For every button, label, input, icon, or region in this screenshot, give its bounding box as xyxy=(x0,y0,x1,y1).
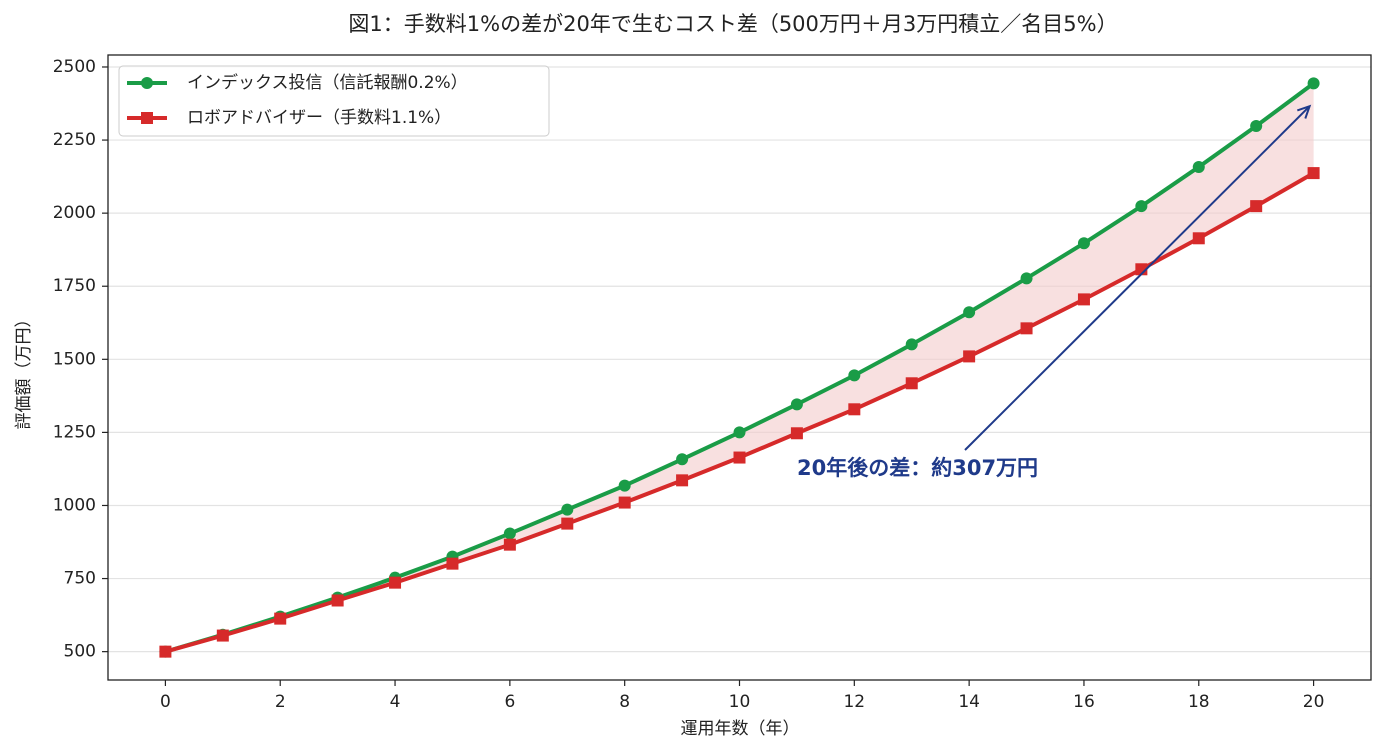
legend-label: インデックス投信（信託報酬0.2%） xyxy=(187,72,468,93)
y-tick-label: 2250 xyxy=(53,130,96,150)
y-tick-label: 750 xyxy=(64,569,96,589)
marker xyxy=(963,350,976,363)
marker xyxy=(618,479,631,492)
marker xyxy=(848,369,861,382)
annotation: 20年後の差：約307万円 xyxy=(797,456,1038,480)
marker xyxy=(1192,232,1205,245)
gap-area xyxy=(165,83,1314,652)
y-tick-label: 1750 xyxy=(53,276,96,296)
annotation-arrowhead xyxy=(1296,104,1312,119)
marker xyxy=(216,629,229,642)
marker xyxy=(676,453,689,466)
marker xyxy=(1077,237,1090,250)
marker xyxy=(561,517,574,530)
marker xyxy=(905,338,918,351)
plot-frame xyxy=(107,54,1372,681)
x-tick-label: 6 xyxy=(504,692,515,712)
marker xyxy=(848,403,861,416)
marker xyxy=(1250,120,1263,133)
y-tick-label: 1500 xyxy=(53,349,96,369)
marker xyxy=(1307,77,1320,90)
legend: インデックス投信（信託報酬0.2%） ロボアドバイザー（手数料1.1%） xyxy=(118,65,550,137)
marker xyxy=(733,426,746,439)
legend-box xyxy=(118,65,550,137)
x-tick-label: 0 xyxy=(160,692,171,712)
marker xyxy=(503,538,516,551)
marker xyxy=(1020,322,1033,335)
marker xyxy=(676,474,689,487)
marker xyxy=(274,612,287,625)
marker xyxy=(1192,160,1205,173)
x-tick-label: 10 xyxy=(729,692,751,712)
marker xyxy=(446,557,459,570)
marker xyxy=(790,398,803,411)
marker xyxy=(733,451,746,464)
marker xyxy=(331,594,344,607)
x-tick-label: 14 xyxy=(958,692,980,712)
x-tick-label: 8 xyxy=(619,692,630,712)
y-tick-label: 1000 xyxy=(53,495,96,515)
x-tick-label: 18 xyxy=(1188,692,1210,712)
marker xyxy=(1135,200,1148,213)
y-tick-label: 500 xyxy=(64,642,96,662)
marker xyxy=(503,527,516,540)
marker xyxy=(389,576,402,589)
legend-marker xyxy=(141,77,153,89)
series-line xyxy=(164,81,1315,654)
marker xyxy=(1077,293,1090,306)
marker xyxy=(618,496,631,509)
chart-title: 図1：手数料1%の差が20年で生むコスト差（500万円＋月3万円積立／名目5%） xyxy=(348,12,1117,36)
x-tick-label: 20 xyxy=(1303,692,1325,712)
x-tick-label: 16 xyxy=(1073,692,1095,712)
x-tick-label: 4 xyxy=(390,692,401,712)
marker xyxy=(561,503,574,516)
y-tick-label: 2000 xyxy=(53,203,96,223)
marker xyxy=(963,306,976,319)
marker xyxy=(1307,167,1320,180)
x-axis-label: 運用年数（年） xyxy=(681,719,800,739)
legend-marker xyxy=(141,112,153,124)
marker xyxy=(1020,272,1033,285)
marker xyxy=(790,427,803,440)
marker xyxy=(1250,200,1263,213)
y-tick-label: 2500 xyxy=(53,57,96,77)
legend-label: ロボアドバイザー（手数料1.1%） xyxy=(187,108,451,128)
annotation-arrow xyxy=(964,105,1311,451)
marker xyxy=(905,377,918,390)
x-tick-label: 12 xyxy=(843,692,865,712)
y-axis-label: 評価額（万円） xyxy=(14,311,34,430)
y-tick-label: 1250 xyxy=(53,422,96,442)
x-tick-label: 2 xyxy=(275,692,286,712)
marker xyxy=(159,645,172,658)
